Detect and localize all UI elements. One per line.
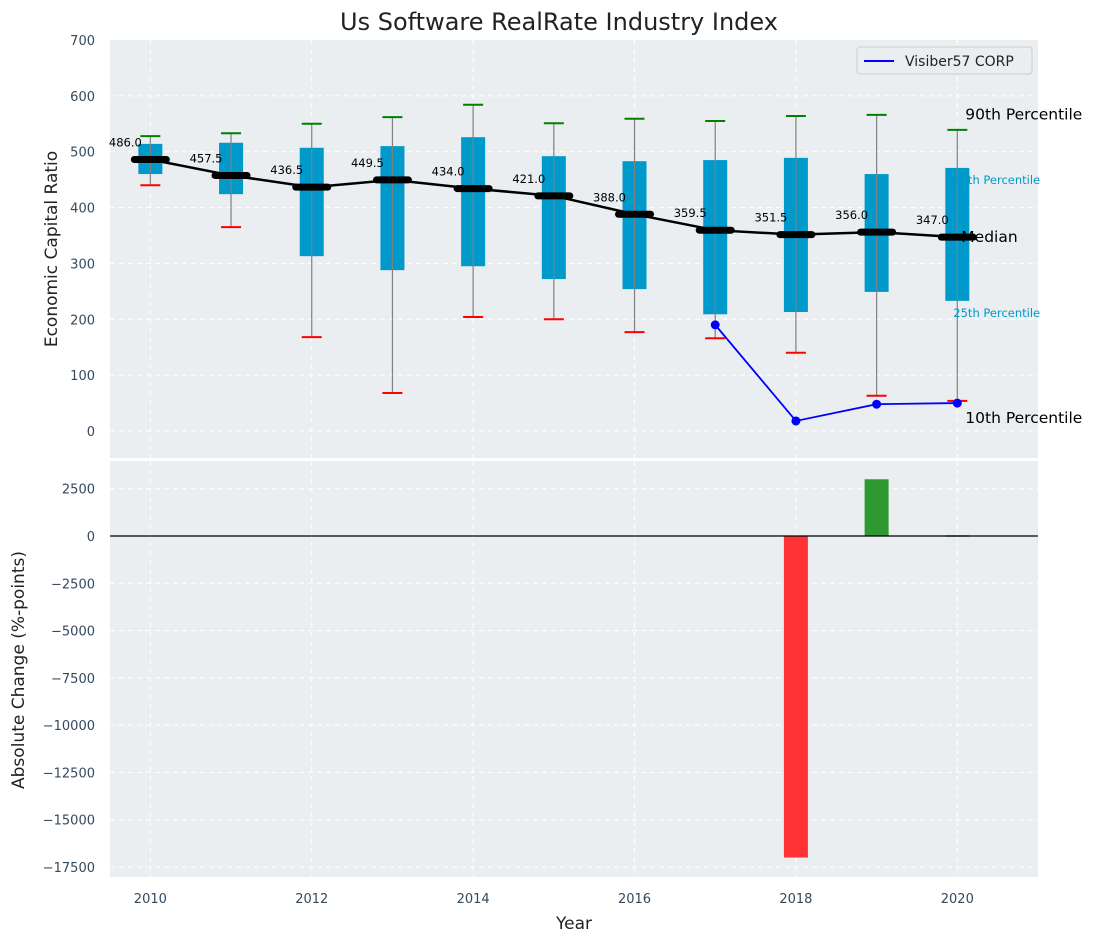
company-line bbox=[714, 324, 958, 422]
legend-box bbox=[856, 46, 1033, 75]
median-value-label: 457.5 bbox=[190, 151, 223, 165]
company-point bbox=[872, 399, 882, 409]
bottom-y-tick-label: −15000 bbox=[43, 814, 95, 829]
x-tick-label: 2014 bbox=[457, 892, 490, 907]
annotation-p10: 10th Percentile bbox=[965, 409, 1082, 427]
change-bars bbox=[110, 479, 1038, 858]
median-value-label: 434.0 bbox=[432, 165, 465, 179]
median-value-label: 356.0 bbox=[835, 208, 868, 222]
legend-label: Visiber57 CORP bbox=[905, 54, 1014, 70]
box-2014 bbox=[461, 103, 486, 319]
bottom-panel-background bbox=[110, 461, 1038, 877]
company-point bbox=[952, 398, 962, 408]
box-2011 bbox=[219, 132, 244, 229]
top-y-tick-label: 200 bbox=[70, 313, 95, 328]
median-value-label: 388.0 bbox=[593, 190, 626, 204]
x-tick-label: 2012 bbox=[295, 892, 328, 907]
box-2017 bbox=[703, 119, 728, 340]
x-tick-label: 2016 bbox=[618, 892, 651, 907]
bottom-y-tick-label: −2500 bbox=[51, 577, 95, 592]
x-tick-label: 2010 bbox=[134, 892, 167, 907]
box-2013 bbox=[380, 116, 405, 395]
bottom-y-tick-label: 2500 bbox=[62, 483, 95, 498]
top-panel-background bbox=[110, 40, 1038, 458]
bottom-y-tick-label: −7500 bbox=[51, 672, 95, 687]
top-y-tick-label: 700 bbox=[70, 34, 95, 49]
x-tick-label: 2020 bbox=[941, 892, 974, 907]
median-value-label: 347.0 bbox=[916, 213, 949, 227]
top-y-tick-label: 600 bbox=[70, 90, 95, 105]
bottom-gridlines bbox=[110, 461, 1038, 877]
change-bar-2018 bbox=[783, 536, 808, 858]
median-value-label: 449.5 bbox=[351, 156, 384, 170]
bottom-y-tick-label: −17500 bbox=[43, 861, 95, 876]
company-point bbox=[710, 320, 720, 330]
median-value-label: 421.0 bbox=[512, 172, 545, 186]
percentile-annotations: 90th Percentile 75th Percentile Median 25th… bbox=[953, 105, 1082, 427]
top-y-tick-label: 300 bbox=[70, 257, 95, 272]
x-axis-label: Year bbox=[555, 914, 592, 934]
median-value-label: 351.5 bbox=[754, 211, 787, 225]
legend: Visiber57 CORP bbox=[856, 46, 1033, 75]
median-value-label: 359.5 bbox=[674, 206, 707, 220]
bottom-y-tick-label: −10000 bbox=[43, 719, 95, 734]
x-ticks: 2010 2012 2014 2016 2018 2020 bbox=[134, 892, 974, 907]
company-series bbox=[710, 320, 962, 426]
box-2016 bbox=[622, 117, 647, 334]
x-tick-label: 2018 bbox=[779, 892, 812, 907]
bottom-y-ticks: 2500 0 −2500 −5000 −7500 −10000 −12500 −15000 −1… bbox=[43, 483, 95, 876]
company-point bbox=[791, 416, 801, 426]
top-y-tick-label: 0 bbox=[87, 425, 95, 440]
top-y-axis-label: Economic Capital Ratio bbox=[42, 151, 62, 347]
bottom-y-tick-label: 0 bbox=[87, 530, 95, 545]
annotation-p75: 75th Percentile bbox=[953, 173, 1040, 187]
bottom-y-tick-label: −12500 bbox=[43, 766, 95, 781]
top-y-tick-label: 100 bbox=[70, 369, 95, 384]
box-2015 bbox=[541, 122, 566, 321]
top-y-tick-label: 400 bbox=[70, 202, 95, 217]
median-trend: 486.0 457.5 436.5 449.5 434.0 421.0 388.0 359.5… bbox=[109, 136, 977, 241]
annotation-median: Median bbox=[961, 228, 1017, 246]
annotation-p25: 25th Percentile bbox=[953, 306, 1040, 320]
box-2012 bbox=[299, 122, 324, 339]
median-value-label: 436.5 bbox=[270, 163, 303, 177]
top-y-ticks: 0 100 200 300 400 500 600 700 bbox=[70, 34, 95, 440]
change-bar-2019 bbox=[864, 479, 889, 536]
median-value-label: 486.0 bbox=[109, 136, 142, 150]
bottom-y-tick-label: −5000 bbox=[51, 625, 95, 640]
chart-title: Us Software RealRate Industry Index bbox=[340, 8, 778, 36]
bottom-y-axis-label: Absolute Change (%-points) bbox=[9, 551, 29, 789]
annotation-p90: 90th Percentile bbox=[965, 105, 1082, 123]
box-plots bbox=[138, 103, 970, 402]
top-y-tick-label: 500 bbox=[70, 146, 95, 161]
